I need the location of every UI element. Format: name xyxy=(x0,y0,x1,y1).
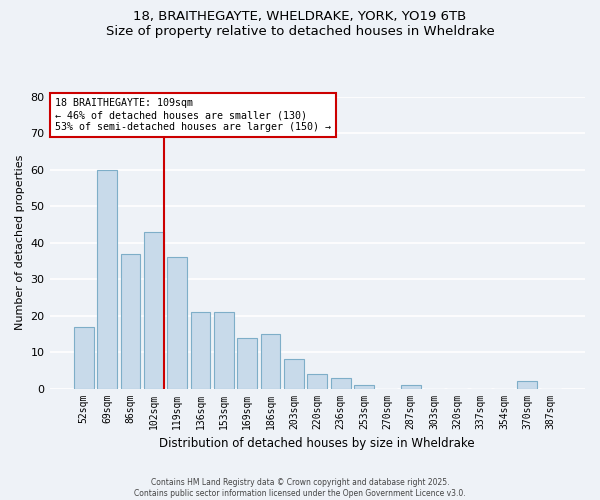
Bar xyxy=(74,326,94,388)
Bar xyxy=(167,258,187,388)
Text: 18 BRAITHEGAYTE: 109sqm
← 46% of detached houses are smaller (130)
53% of semi-d: 18 BRAITHEGAYTE: 109sqm ← 46% of detache… xyxy=(55,98,331,132)
Bar xyxy=(517,382,538,388)
Text: 18, BRAITHEGAYTE, WHELDRAKE, YORK, YO19 6TB
Size of property relative to detache: 18, BRAITHEGAYTE, WHELDRAKE, YORK, YO19 … xyxy=(106,10,494,38)
Bar xyxy=(238,338,257,388)
Bar xyxy=(97,170,117,388)
Bar xyxy=(214,312,234,388)
Bar xyxy=(121,254,140,388)
Bar xyxy=(307,374,327,388)
Bar xyxy=(331,378,350,388)
Text: Contains HM Land Registry data © Crown copyright and database right 2025.
Contai: Contains HM Land Registry data © Crown c… xyxy=(134,478,466,498)
Bar xyxy=(260,334,280,388)
Bar xyxy=(401,385,421,388)
Y-axis label: Number of detached properties: Number of detached properties xyxy=(15,155,25,330)
X-axis label: Distribution of detached houses by size in Wheldrake: Distribution of detached houses by size … xyxy=(160,437,475,450)
Bar xyxy=(191,312,211,388)
Bar xyxy=(144,232,164,388)
Bar xyxy=(284,360,304,388)
Bar xyxy=(354,385,374,388)
